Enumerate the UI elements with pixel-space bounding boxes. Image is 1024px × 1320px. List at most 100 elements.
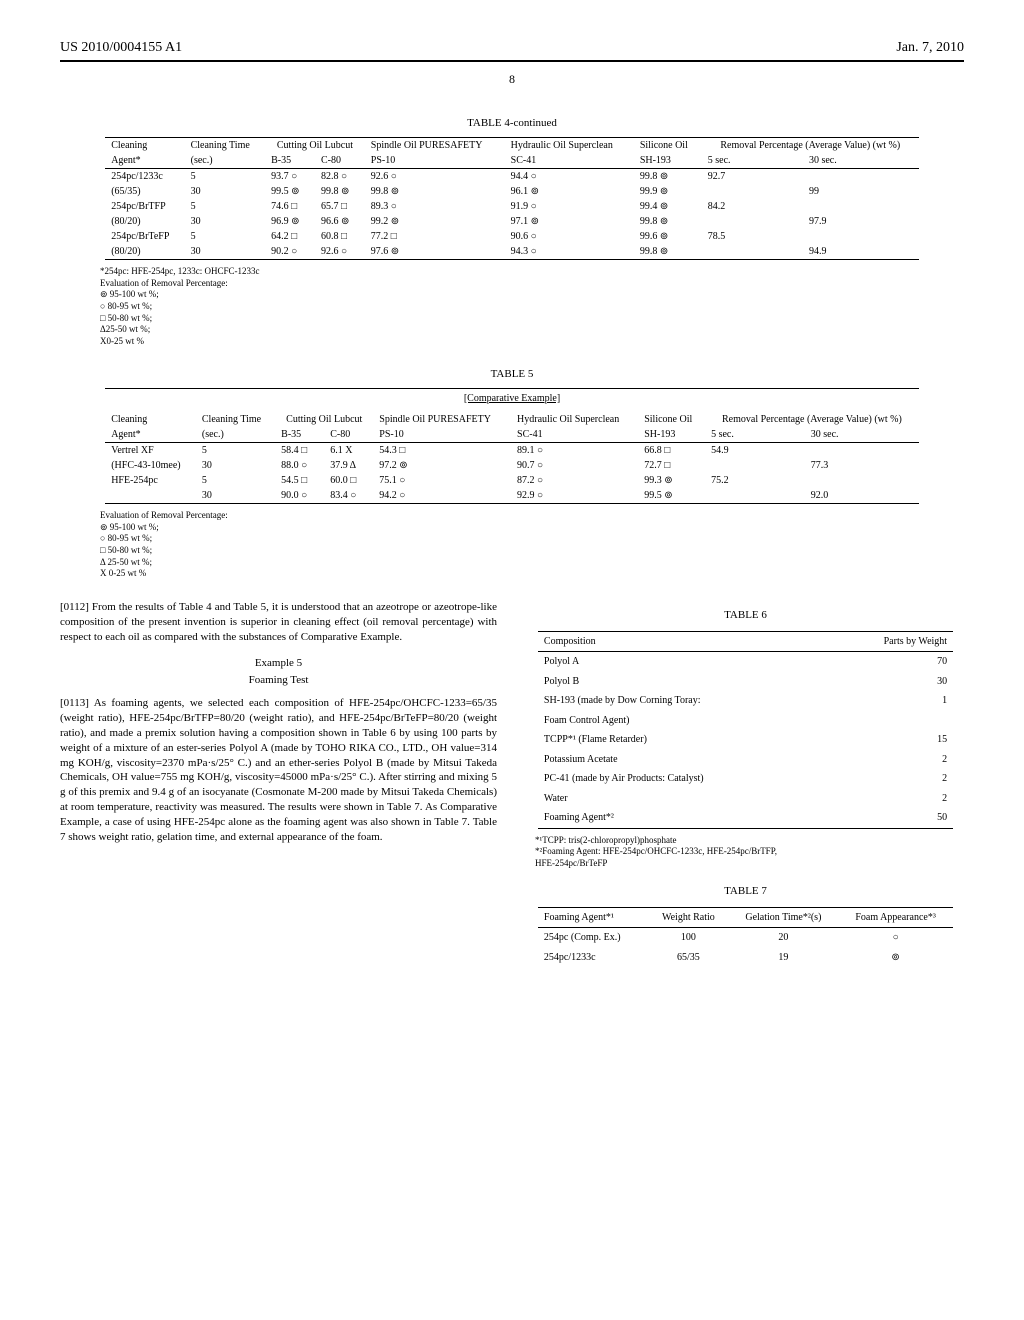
th-30sec: 30 sec. [805,427,919,443]
table-cell [826,711,953,731]
example5-title: Example 5 [60,656,497,671]
th-30sec: 30 sec. [803,153,919,169]
table-cell: 99.2 ⊚ [365,214,505,229]
table-cell: Foam Control Agent) [538,711,826,731]
table-cell: 2 [826,789,953,809]
table-cell: 92.6 ○ [365,169,505,185]
left-column: [0112] From the results of Table 4 and T… [60,600,497,967]
table-cell: 97.6 ⊚ [365,244,505,260]
patent-number: US 2010/0004155 A1 [60,40,182,56]
table-cell: 70 [826,652,953,672]
note-line: Evaluation of Removal Percentage: [100,510,964,522]
th-agent: Agent* [105,427,196,443]
table-cell: 99 [803,184,919,199]
table-cell: 83.4 ○ [324,488,373,504]
table-cell: 94.4 ○ [505,169,634,185]
th-c80: C-80 [315,153,365,169]
table-cell [803,199,919,214]
table-cell: 60.8 □ [315,229,365,244]
right-column: TABLE 6 Composition Parts by Weight Poly… [527,600,964,967]
table-cell [702,184,803,199]
table-cell: 99.8 ⊚ [634,214,702,229]
th-removal: Removal Percentage (Average Value) (wt %… [705,412,919,427]
table-cell: 30 [826,672,953,692]
table-cell: ⊚ [838,948,953,968]
table-cell: 5 [196,442,275,458]
table-cell [702,214,803,229]
table7-body: 254pc (Comp. Ex.)10020○254pc/1233c65/351… [538,928,953,968]
body-columns: [0112] From the results of Table 4 and T… [60,600,964,967]
th-foaming-agent: Foaming Agent*¹ [538,907,648,928]
note-line: ○ 80-95 wt %; [100,301,964,313]
table-cell: 72.7 □ [638,458,705,473]
note-line: *²Foaming Agent: HFE-254pc/OHCFC-1233c, … [535,846,964,858]
table-cell: 89.1 ○ [511,442,638,458]
th-time: Cleaning Time [185,138,266,154]
table5-title: TABLE 5 [60,368,964,380]
table-cell: 99.6 ⊚ [634,229,702,244]
table-cell: SH-193 (made by Dow Corning Toray: [538,691,826,711]
table-cell: Polyol A [538,652,826,672]
th-sc41: SC-41 [505,153,634,169]
table-cell: 65/35 [648,948,729,968]
th-hydraulic: Hydraulic Oil Superclean [505,138,634,154]
table-cell: 96.9 ⊚ [265,214,315,229]
table-cell: 54.9 [705,442,805,458]
table-cell: 19 [729,948,838,968]
table-cell: 93.7 ○ [265,169,315,185]
th-cleaning: Cleaning [105,412,196,427]
table-cell: (HFC-43-10mee) [105,458,196,473]
table-cell [805,473,919,488]
table-cell: 92.7 [702,169,803,185]
note-line: ⊚ 95-100 wt %; [100,522,964,534]
note-line: HFE-254pc/BrTeFP [535,858,964,870]
table-cell: 254pc/1233c [105,169,184,185]
table-cell: 37.9 Δ [324,458,373,473]
table-cell: Polyol B [538,672,826,692]
publication-date: Jan. 7, 2010 [896,40,964,56]
note-line: Evaluation of Removal Percentage: [100,278,964,290]
table5-subtitle: [Comparative Example] [60,393,964,404]
para-0113: [0113] As foaming agents, we selected ea… [60,696,497,844]
table-cell: 82.8 ○ [315,169,365,185]
th-sh193: SH-193 [634,153,702,169]
table-cell: 90.7 ○ [511,458,638,473]
table-cell: 89.3 ○ [365,199,505,214]
table-cell: 99.8 ⊚ [315,184,365,199]
table-cell: 92.9 ○ [511,488,638,504]
th-sec: (sec.) [196,427,275,443]
table-cell [803,169,919,185]
table-cell: 90.6 ○ [505,229,634,244]
table-cell: 99.5 ⊚ [638,488,705,504]
page-number: 8 [60,72,964,87]
table-cell: 254pc/BrTFP [105,199,184,214]
page-header: US 2010/0004155 A1 Jan. 7, 2010 [60,40,964,56]
table-cell: PC-41 (made by Air Products: Catalyst) [538,769,826,789]
table-cell: 254pc (Comp. Ex.) [538,928,648,948]
table-cell: 87.2 ○ [511,473,638,488]
th-ps10: PS-10 [365,153,505,169]
table-cell [705,458,805,473]
th-spindle: Spindle Oil PURESAFETY [373,412,511,427]
note-line: *254pc: HFE-254pc, 1233c: OHCFC-1233c [100,266,964,278]
table-cell: 75.2 [705,473,805,488]
table-cell: (65/35) [105,184,184,199]
table-cell: 75.1 ○ [373,473,511,488]
table7-title: TABLE 7 [527,884,964,899]
para-0112: [0112] From the results of Table 4 and T… [60,600,497,645]
table-cell: 99.8 ⊚ [365,184,505,199]
table-cell: 99.3 ⊚ [638,473,705,488]
th-time: Cleaning Time [196,412,275,427]
table-cell: 92.6 ○ [315,244,365,260]
table-cell: (80/20) [105,244,184,260]
table-cell: 30 [196,488,275,504]
table-cell: 2 [826,750,953,770]
th-b35: B-35 [275,427,324,443]
table-cell: 88.0 ○ [275,458,324,473]
note-line: ○ 80-95 wt %; [100,533,964,545]
th-cutting: Cutting Oil Lubcut [275,412,373,427]
table5-notes: Evaluation of Removal Percentage:⊚ 95-10… [100,510,964,580]
th-agent: Agent* [105,153,184,169]
note-line: □ 50-80 wt %; [100,313,964,325]
note-line: Δ 25-50 wt %; [100,557,964,569]
